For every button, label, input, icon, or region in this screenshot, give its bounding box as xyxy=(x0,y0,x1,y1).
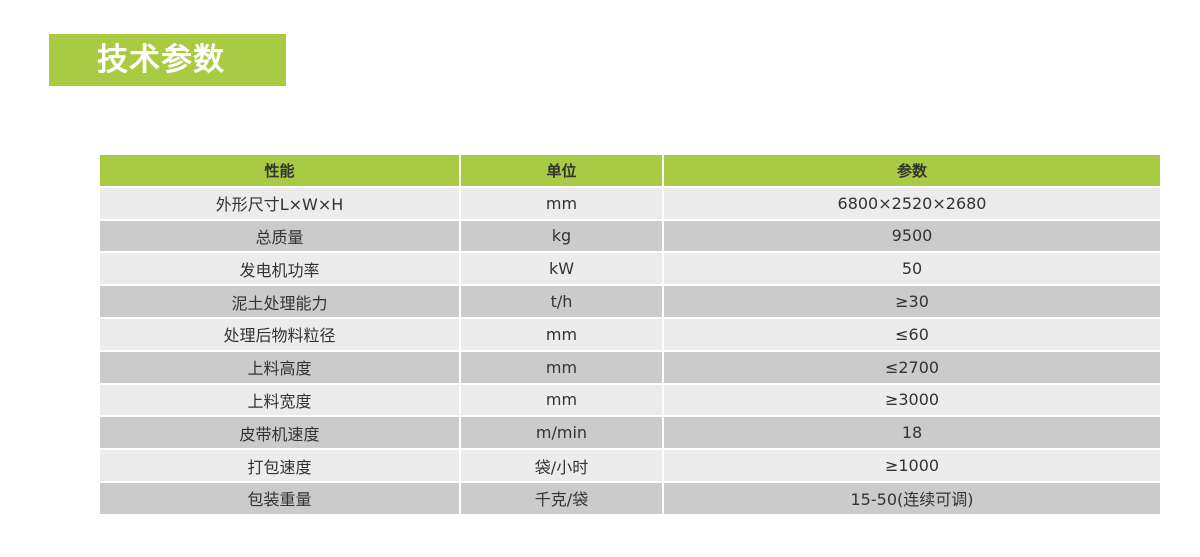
cell-unit: mm xyxy=(461,384,662,416)
header-unit: 单位 xyxy=(461,155,662,186)
header-value: 参数 xyxy=(664,155,1160,186)
header-performance: 性能 xyxy=(100,155,459,186)
cell-performance: 上料宽度 xyxy=(100,384,459,416)
cell-unit: 千克/袋 xyxy=(461,482,662,514)
cell-value: 15-50(连续可调) xyxy=(664,482,1160,514)
cell-value: ≥1000 xyxy=(664,450,1160,481)
cell-unit: 袋/小时 xyxy=(461,450,662,481)
spec-table: 性能 单位 参数 外形尺寸L×W×H mm 6800×2520×2680 总质量 kg 9… xyxy=(98,153,1162,516)
cell-unit: mm xyxy=(461,187,662,219)
cell-performance: 打包速度 xyxy=(100,450,459,481)
cell-value: ≥3000 xyxy=(664,384,1160,416)
table-row: 上料宽度 mm ≥3000 xyxy=(100,384,1160,416)
table-row: 皮带机速度 m/min 18 xyxy=(100,417,1160,449)
table-row: 上料高度 mm ≤2700 xyxy=(100,351,1160,383)
cell-value: ≤60 xyxy=(664,318,1160,350)
table-row: 总质量 kg 9500 xyxy=(100,220,1160,252)
table-row: 发电机功率 kW 50 xyxy=(100,253,1160,285)
cell-unit: mm xyxy=(461,351,662,383)
cell-performance: 处理后物料粒径 xyxy=(100,318,459,350)
cell-performance: 皮带机速度 xyxy=(100,417,459,449)
table-row: 泥土处理能力 t/h ≥30 xyxy=(100,286,1160,317)
section-title: 技术参数 xyxy=(49,34,286,86)
cell-performance: 包装重量 xyxy=(100,482,459,514)
cell-value: ≤2700 xyxy=(664,351,1160,383)
cell-value: ≥30 xyxy=(664,286,1160,317)
cell-unit: kW xyxy=(461,253,662,285)
cell-unit: t/h xyxy=(461,286,662,317)
table-row: 包装重量 千克/袋 15-50(连续可调) xyxy=(100,482,1160,514)
cell-value: 9500 xyxy=(664,220,1160,252)
cell-performance: 外形尺寸L×W×H xyxy=(100,187,459,219)
cell-value: 50 xyxy=(664,253,1160,285)
cell-unit: mm xyxy=(461,318,662,350)
cell-unit: kg xyxy=(461,220,662,252)
table-row: 处理后物料粒径 mm ≤60 xyxy=(100,318,1160,350)
cell-performance: 上料高度 xyxy=(100,351,459,383)
cell-value: 6800×2520×2680 xyxy=(664,187,1160,219)
table-row: 外形尺寸L×W×H mm 6800×2520×2680 xyxy=(100,187,1160,219)
cell-value: 18 xyxy=(664,417,1160,449)
cell-unit: m/min xyxy=(461,417,662,449)
table-header-row: 性能 单位 参数 xyxy=(100,155,1160,186)
table-row: 打包速度 袋/小时 ≥1000 xyxy=(100,450,1160,481)
cell-performance: 发电机功率 xyxy=(100,253,459,285)
cell-performance: 总质量 xyxy=(100,220,459,252)
cell-performance: 泥土处理能力 xyxy=(100,286,459,317)
